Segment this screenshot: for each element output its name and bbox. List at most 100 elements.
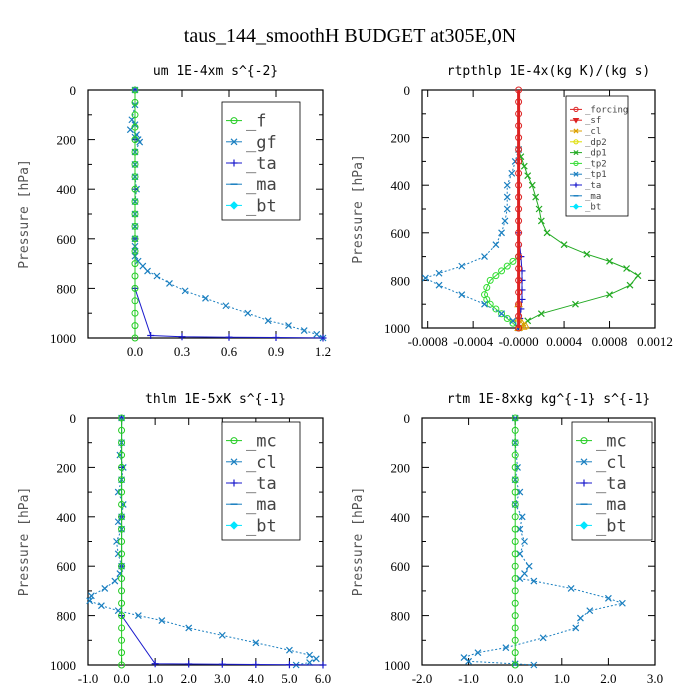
x-tick-label: 1.0 [147,671,163,686]
legend-entry: _ma [246,175,277,195]
data-point_cl [252,639,260,647]
data-point_dp1 [560,241,568,249]
y-tick-label: 600 [391,559,411,574]
data-point_mc [118,500,126,508]
x-tick-label: 3.0 [214,671,230,686]
legend-marker [573,150,579,156]
data-point_forcing [515,169,523,177]
data-point_mc [118,426,126,434]
data-point_tp1 [508,169,516,177]
data-point_cl [530,661,538,669]
data-point_mc [118,649,126,657]
data-point_mc [118,599,126,607]
data-point_tp2 [492,272,500,280]
legend-entry: _dp1 [585,149,607,159]
data-point_cl [286,646,293,654]
data-point_forcing [515,276,523,284]
x-tick-label: 0.3 [174,344,190,359]
chart-panel-1: um 1E-4xm s^{-2} Pressure [hPa] 0 200 400 600… [17,64,331,359]
data-point_forcing [515,146,523,153]
legend-box [221,101,301,221]
data-point_gf [144,267,151,275]
x-tick-label: 0.0 [113,671,129,686]
legend-entry: _gf [246,133,277,153]
x-tick-label: -2.0 [412,671,433,686]
data-point_mc [118,525,126,533]
data-point_mc [118,414,126,422]
legend-marker [572,117,580,124]
y-axis-label: Pressure [hPa] [17,159,32,269]
legend-entry: _f [246,112,266,132]
data-point_mc [118,476,126,484]
data-point_cl [111,577,119,585]
legend: _f_gf_ta_ma_bt [221,101,301,221]
legend-entry: _cl [246,453,277,473]
data-point_cl [604,594,612,602]
legend-entry: _mc [596,432,627,452]
data-point_mc [118,550,126,558]
data-point_cl [86,597,94,605]
data-point_f [131,272,139,280]
legend-entry: _mc [246,432,277,452]
legend-marker [573,139,579,145]
data-point_cl [525,562,533,570]
legend-marker [580,437,588,445]
panel-title: thlm 1E-5xK s^{-1} [145,392,286,407]
y-tick-label: 200 [57,133,77,148]
data-point_dp1 [524,172,532,180]
data-point_cl [518,513,526,521]
legend-entry: _bt [585,203,601,213]
legend-entry: _ta [246,474,277,494]
data-point_dp1 [634,272,642,280]
chart-panel-2: rtpthlp 1E-4x(kg K)/(kg s) Pressure [hPa]… [351,64,673,349]
data-point_f [131,185,139,193]
data-point_mc [118,587,126,595]
y-tick-label: 200 [391,460,411,475]
data-point_f [131,86,139,94]
data-point_ta [147,332,155,340]
data-point_forcing [515,312,523,320]
chart-panel-3: thlm 1E-5xK s^{-1} Pressure [hPa] 0 200 400 6… [17,392,331,686]
x-tick-label: 0.0 [507,671,523,686]
data-point_tp2 [486,276,494,284]
x-tick-label: 2.0 [600,671,616,686]
data-point_cl [567,585,575,592]
data-point_ta [285,661,293,669]
legend-marker [573,171,579,177]
data-point_ta [225,333,233,341]
data-point_dp1 [532,193,540,201]
data-point_mc [511,513,519,521]
data-point_cl [465,657,473,665]
data-point_dp1 [606,257,613,265]
data-point_gf [244,309,252,317]
data-point_cl [218,631,226,639]
data-point_tp1 [503,181,511,189]
legend-marker [229,521,239,530]
data-point_f [131,198,139,206]
x-tick-label: -0.0008 [408,334,448,349]
data-point_cl [474,649,482,657]
legend-entry: _ta [585,181,601,191]
legend-marker [230,117,238,125]
data-point_tp2 [498,310,506,318]
data-point_cl [586,607,594,615]
data-point_mc [511,414,519,422]
data-point_tp1 [501,217,509,225]
data-point_mc [118,661,126,669]
x-tick-label: 0.0 [127,344,143,359]
data-point_forcing [515,253,523,261]
data-point_forcing [515,110,523,118]
legend-marker [230,138,238,146]
data-point_tp1 [509,317,517,325]
x-tick-label: -1.0 [78,671,99,686]
data-point_mc [118,624,126,632]
data-point_f [131,123,139,131]
data-point_mc [118,636,126,644]
y-tick-label: 600 [57,232,77,247]
data-point_cl [460,654,468,662]
data-point_cl [530,577,538,585]
x-tick-label: 1.2 [315,344,331,359]
data-point_tp2 [509,257,517,265]
data-point_mc [511,488,519,496]
